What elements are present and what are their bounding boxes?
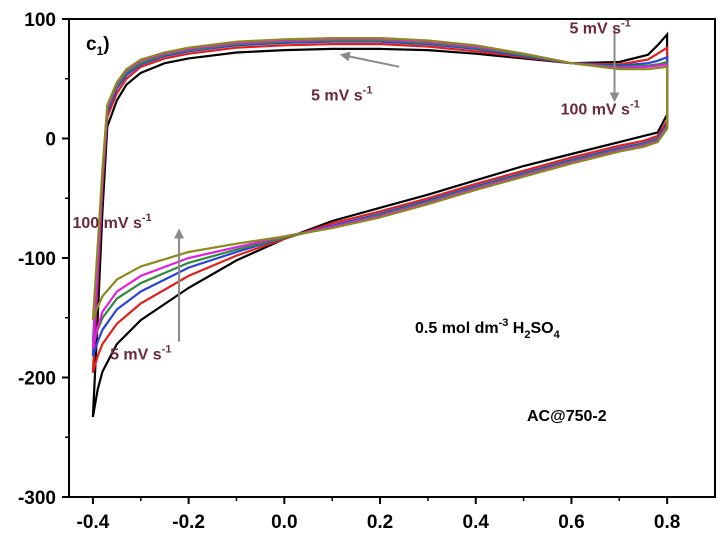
x-tick-label: 0.0 [271,512,297,533]
cv-series-4 [91,39,669,343]
x-tick-label: 0.8 [654,512,680,533]
y-tick-label: -100 [18,249,56,270]
y-tick-label: 0 [45,130,56,151]
panel-label: c1) [86,34,110,58]
y-tick-label: 100 [24,10,56,31]
cv-series-1 [91,31,669,418]
y-tick-label: -200 [18,369,56,390]
x-tick-label: -0.4 [77,512,110,533]
x-tick-label: -0.2 [172,512,205,533]
sample-label: AC@750-2 [527,408,607,425]
cv-series-3 [91,40,669,357]
electrolyte-label: 0.5 mol dm-3 H2SO4 [415,317,561,341]
scan-rate-label: 5 mV s-1 [569,17,630,37]
cv-series-5 [91,38,669,350]
cv-series-2 [91,43,669,374]
scan-rate-label: 5 mV s-1 [110,344,171,364]
x-tick-label: 0.4 [463,512,490,533]
scan-rate-label: 5 mV s-1 [311,84,372,104]
cv-curves [91,31,669,418]
cv-series-6 [91,37,669,321]
scan-rate-label: 100 mV s-1 [561,99,640,119]
annotation-arrow [339,51,400,68]
y-tick-label: -300 [18,488,56,509]
scan-rate-label: 100 mV s-1 [72,212,151,232]
x-tick-label: 0.2 [367,512,393,533]
x-axis: -0.4 -0.2 0.0 0.2 0.4 0.6 0.8 [77,497,680,533]
annotations: 5 mV s-1 5 mV s-1 100 mV s-1 100 mV s-1 5 mV… [72,17,639,363]
annotation-arrows [174,29,620,342]
y-axis: 100 0 -100 -200 -300 [18,10,69,509]
x-tick-label: 0.6 [558,512,584,533]
